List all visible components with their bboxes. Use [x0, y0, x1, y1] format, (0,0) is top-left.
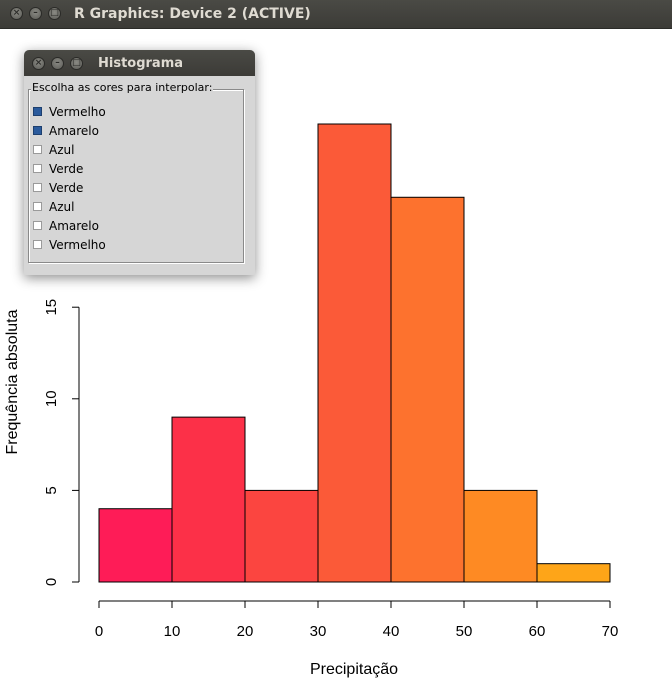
- checkbox[interactable]: [33, 145, 42, 154]
- histogram-chart: 0 10 20 30 40 50 60 70 0 5 10 15 Precipitação Freq…: [4, 123, 619, 678]
- checkbox[interactable]: [33, 183, 42, 192]
- checkbox-label: Vermelho: [49, 237, 106, 252]
- checkbox[interactable]: [33, 221, 42, 230]
- checkbox-option[interactable]: Verde: [33, 178, 83, 197]
- checkbox-option[interactable]: Vermelho: [33, 102, 106, 121]
- dialog-minimize-icon[interactable]: –: [51, 57, 64, 70]
- checkbox-option[interactable]: Azul: [33, 140, 74, 159]
- x-tick-label: 20: [237, 623, 254, 640]
- x-axis-label: Precipitação: [310, 661, 398, 678]
- histogram-bar: [390, 196, 465, 583]
- checkbox-option[interactable]: Amarelo: [33, 216, 99, 235]
- dialog-title: Histograma: [98, 56, 184, 71]
- x-tick-label: 40: [383, 623, 400, 640]
- plot-area: 0 10 20 30 40 50 60 70 0 5 10 15 Precipitação Freq…: [0, 29, 672, 700]
- x-tick-label: 70: [602, 623, 619, 640]
- histogram-bar: [463, 489, 538, 583]
- histogram-bar: [171, 416, 246, 583]
- histogram-bar: [98, 508, 173, 583]
- checkbox-label: Azul: [49, 142, 75, 157]
- histogram-bar: [536, 563, 611, 583]
- y-tick-label: 5: [43, 486, 60, 494]
- y-tick-label: 10: [43, 390, 60, 407]
- x-tick-label: 30: [310, 623, 327, 640]
- dialog-close-icon[interactable]: ×: [32, 57, 45, 70]
- checkbox-label: Verde: [49, 161, 84, 176]
- checkbox[interactable]: [33, 107, 42, 116]
- checkbox-option[interactable]: Verde: [33, 159, 83, 178]
- maximize-icon[interactable]: □: [48, 7, 61, 20]
- close-icon[interactable]: ×: [10, 7, 23, 20]
- checkbox-label: Azul: [49, 199, 75, 214]
- checkbox-label: Amarelo: [49, 123, 99, 138]
- y-tick-label: 15: [43, 299, 60, 316]
- x-tick-label: 60: [529, 623, 546, 640]
- y-tick-label: 0: [43, 578, 60, 586]
- checkbox-option[interactable]: Amarelo: [33, 121, 99, 140]
- dialog-maximize-icon[interactable]: □: [70, 57, 83, 70]
- histogram-bar: [317, 123, 392, 583]
- checkbox[interactable]: [33, 202, 42, 211]
- minimize-icon[interactable]: –: [29, 7, 42, 20]
- histogram-bar: [244, 489, 319, 583]
- checkbox[interactable]: [33, 164, 42, 173]
- color-options-label: Escolha as cores para interpolar:: [31, 81, 214, 94]
- y-axis-label: Frequência absoluta: [4, 309, 21, 454]
- window-title: R Graphics: Device 2 (ACTIVE): [74, 6, 311, 22]
- checkbox-label: Amarelo: [49, 218, 99, 233]
- dialog-titlebar[interactable]: × – □ Histograma: [24, 50, 255, 76]
- window-titlebar[interactable]: × – □ R Graphics: Device 2 (ACTIVE): [0, 0, 672, 29]
- histograma-dialog: × – □ Histograma Escolha as cores para i…: [24, 50, 255, 275]
- checkbox-label: Verde: [49, 180, 84, 195]
- x-tick-label: 10: [164, 623, 181, 640]
- checkbox[interactable]: [33, 126, 42, 135]
- checkbox-option[interactable]: Azul: [33, 197, 74, 216]
- checkbox-option[interactable]: Vermelho: [33, 235, 106, 254]
- x-tick-label: 0: [95, 623, 103, 640]
- x-tick-label: 50: [456, 623, 473, 640]
- checkbox[interactable]: [33, 240, 42, 249]
- checkbox-label: Vermelho: [49, 104, 106, 119]
